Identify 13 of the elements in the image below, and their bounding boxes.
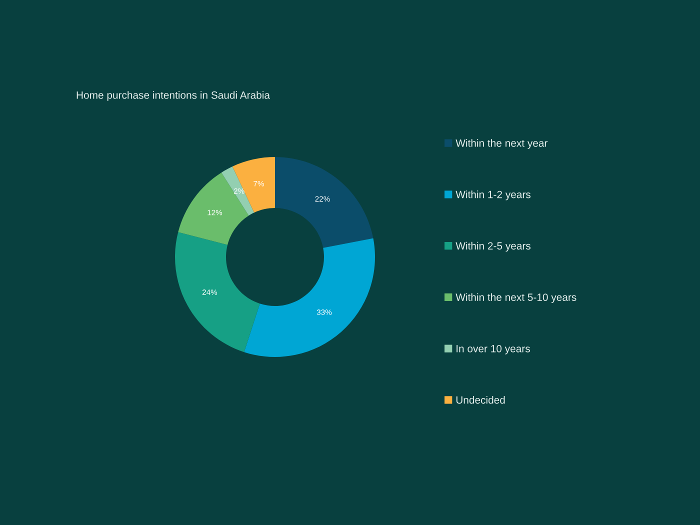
legend-label: Within the next 5-10 years	[456, 293, 576, 304]
donut-slice	[178, 172, 249, 245]
donut-slice	[221, 166, 254, 216]
legend-label: Within 2-5 years	[456, 242, 531, 252]
donut-slice	[232, 157, 275, 213]
donut-slice	[244, 238, 375, 357]
legend-label: Within the next year	[456, 139, 548, 149]
donut-slice	[175, 232, 260, 352]
legend-label: Within 1-2 years	[456, 190, 531, 200]
donut-slice	[275, 157, 374, 248]
legend-label: In over 10 years	[456, 344, 530, 354]
legend-label: Undecided	[456, 396, 505, 404]
chart-title: Home purchase intentions in Saudi Arabia	[76, 91, 270, 101]
